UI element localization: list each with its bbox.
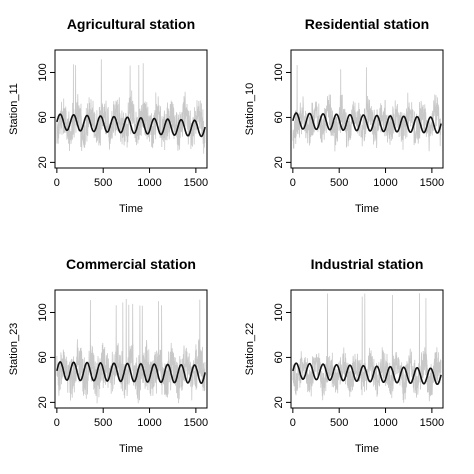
series-seasonal-fit-residential-station — [292, 112, 442, 134]
y-axis-label-commercial-station: Station_23 — [8, 323, 20, 376]
x-tick-label-500: 500 — [94, 177, 112, 189]
x-tick-label-1500: 1500 — [184, 177, 208, 189]
y-tick-label-20: 20 — [37, 396, 49, 408]
panel-commercial-station: Commercial station 0 500 1000 1500 20 60 100 Tim… — [8, 256, 208, 455]
series-seasonal-fit-industrial-station — [292, 362, 442, 386]
panel-industrial-station: Industrial station 0 500 1000 1500 20 60 100 Tim… — [244, 256, 444, 455]
x-axis-label-industrial-station: Time — [355, 443, 379, 455]
plot-frame-commercial-station — [54, 289, 208, 409]
y-tick-label-20: 20 — [273, 156, 285, 168]
x-tick-label-500: 500 — [94, 417, 112, 429]
x-axis-label-commercial-station: Time — [119, 443, 143, 455]
x-tick-label-1000: 1000 — [137, 417, 161, 429]
y-tick-label-60: 60 — [273, 351, 285, 363]
x-tick-label-1500: 1500 — [184, 417, 208, 429]
series-seasonal-fit-agricultural-station — [56, 113, 206, 138]
panel-residential-station: Residential station 0 500 1000 1500 20 60 100 Ti… — [244, 16, 444, 215]
x-tick-label-1000: 1000 — [137, 177, 161, 189]
chart-title-agricultural-station: Agricultural station — [67, 16, 195, 32]
x-tick-label-500: 500 — [330, 417, 348, 429]
x-tick-label-0: 0 — [290, 417, 296, 429]
y-tick-label-20: 20 — [273, 396, 285, 408]
plot-frame-agricultural-station — [54, 49, 208, 169]
y-axis-label-residential-station: Station_10 — [244, 83, 256, 136]
plot-frame-industrial-station — [290, 289, 444, 409]
series-observed-commercial-station — [56, 298, 206, 404]
x-tick-label-0: 0 — [54, 177, 60, 189]
panel-agricultural-station: Agricultural station 0 500 1000 1500 20 60 100 T… — [8, 16, 208, 215]
y-axis-label-agricultural-station: Station_11 — [8, 83, 20, 135]
y-tick-label-60: 60 — [273, 111, 285, 123]
y-axis-label-industrial-station: Station_22 — [244, 323, 256, 376]
x-tick-label-500: 500 — [330, 177, 348, 189]
x-tick-label-1000: 1000 — [373, 177, 397, 189]
y-tick-label-100: 100 — [37, 303, 49, 321]
x-axis-label-agricultural-station: Time — [119, 203, 143, 215]
x-tick-label-1000: 1000 — [373, 417, 397, 429]
y-tick-label-100: 100 — [273, 63, 285, 81]
series-observed-industrial-station — [292, 293, 442, 403]
y-tick-label-20: 20 — [37, 156, 49, 168]
y-tick-label-100: 100 — [273, 303, 285, 321]
y-tick-label-100: 100 — [37, 63, 49, 81]
y-tick-label-60: 60 — [37, 351, 49, 363]
series-observed-agricultural-station — [56, 59, 206, 154]
x-axis-label-residential-station: Time — [355, 203, 379, 215]
x-tick-label-0: 0 — [290, 177, 296, 189]
chart-title-residential-station: Residential station — [305, 16, 429, 32]
y-tick-label-60: 60 — [37, 111, 49, 123]
chart-title-commercial-station: Commercial station — [66, 256, 196, 272]
x-tick-label-1500: 1500 — [420, 177, 444, 189]
series-seasonal-fit-commercial-station — [56, 361, 206, 385]
chart-title-industrial-station: Industrial station — [311, 256, 424, 272]
x-tick-label-1500: 1500 — [420, 417, 444, 429]
x-tick-label-0: 0 — [54, 417, 60, 429]
series-observed-residential-station — [292, 64, 442, 152]
plot-frame-residential-station — [290, 49, 444, 169]
